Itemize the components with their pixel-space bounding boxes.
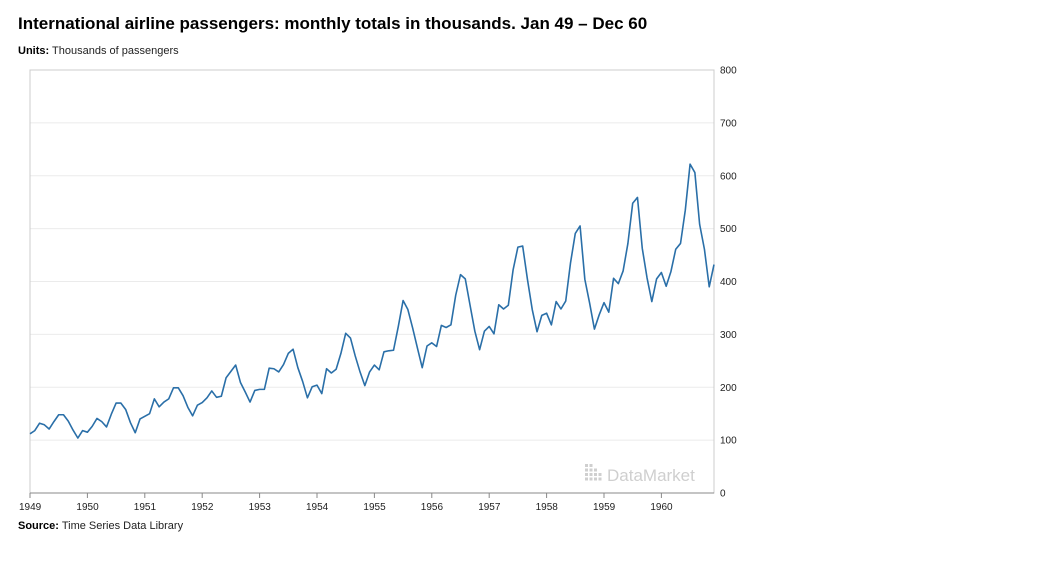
x-tick-label-1950: 1950 bbox=[76, 502, 99, 513]
x-tick-label-1951: 1951 bbox=[134, 502, 157, 513]
watermark-dot bbox=[585, 477, 588, 481]
x-axis-ticks: 1949 1950 1951 1952 1953 1954 1955 1956 1957 1958… bbox=[19, 493, 673, 513]
x-tick-label-1955: 1955 bbox=[363, 502, 386, 513]
x-tick-label-1953: 1953 bbox=[249, 502, 272, 513]
source-label: Source: bbox=[18, 520, 59, 532]
watermark-dot bbox=[585, 473, 588, 476]
watermark-dot bbox=[594, 468, 597, 472]
watermark-dot bbox=[598, 473, 602, 476]
x-tick-label-1949: 1949 bbox=[19, 502, 42, 513]
x-tick-label-1960: 1960 bbox=[650, 502, 673, 513]
x-tick-label-1956: 1956 bbox=[421, 502, 444, 513]
units-label: Units: bbox=[18, 45, 50, 57]
y-tick-label-600: 600 bbox=[720, 171, 737, 182]
y-tick-label-0: 0 bbox=[720, 489, 726, 500]
x-tick-label-1954: 1954 bbox=[306, 502, 329, 513]
y-tick-label-800: 800 bbox=[720, 66, 737, 77]
y-tick-label-400: 400 bbox=[720, 277, 737, 288]
watermark-dot bbox=[589, 464, 593, 467]
watermark-dot bbox=[585, 464, 588, 467]
source-value: Time Series Data Library bbox=[61, 520, 184, 532]
chart-title: International airline passengers: monthl… bbox=[18, 14, 648, 33]
watermark: DataMarket bbox=[585, 464, 695, 485]
watermark-dot bbox=[594, 473, 597, 476]
source-line: Source: Time Series Data Library bbox=[18, 520, 183, 532]
watermark-dot bbox=[594, 477, 597, 481]
y-tick-label-700: 700 bbox=[720, 118, 737, 129]
watermark-dot bbox=[589, 477, 593, 481]
watermark-dot bbox=[585, 468, 588, 472]
x-tick-label-1952: 1952 bbox=[191, 502, 214, 513]
y-tick-label-200: 200 bbox=[720, 383, 737, 394]
y-tick-label-500: 500 bbox=[720, 224, 737, 235]
watermark-dot bbox=[589, 468, 593, 472]
units-value: Thousands of passengers bbox=[52, 45, 179, 57]
grid-lines bbox=[30, 122, 714, 441]
y-tick-label-100: 100 bbox=[720, 436, 737, 447]
units-line: Units: Thousands of passengers bbox=[18, 45, 179, 57]
y-axis-ticks: 0 100 200 300 400 500 600 700 800 bbox=[720, 66, 737, 500]
x-tick-label-1959: 1959 bbox=[593, 502, 616, 513]
watermark-text: DataMarket bbox=[607, 466, 695, 485]
y-tick-label-300: 300 bbox=[720, 330, 737, 341]
series-line bbox=[29, 163, 715, 439]
x-tick-label-1958: 1958 bbox=[536, 502, 559, 513]
x-tick-label-1957: 1957 bbox=[478, 502, 501, 513]
watermark-dot bbox=[589, 473, 593, 476]
datamarket-dots-icon bbox=[585, 464, 602, 481]
watermark-dot bbox=[598, 477, 602, 481]
